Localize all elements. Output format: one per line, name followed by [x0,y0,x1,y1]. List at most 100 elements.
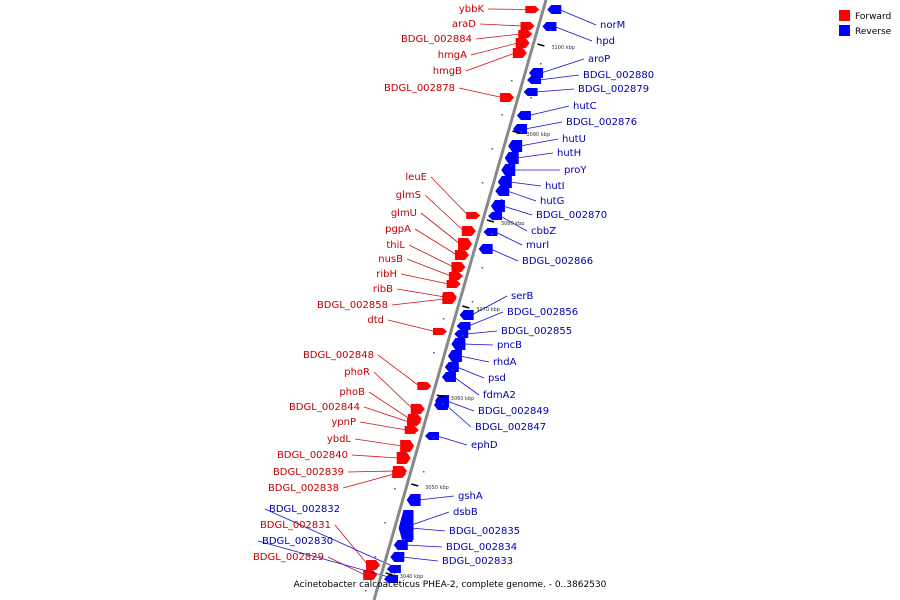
gene-block-bdgl-002870[interactable] [490,200,505,212]
gene-label-ribh[interactable]: ribH [376,269,397,280]
gene-block-bdgl-002856[interactable] [456,322,471,330]
gene-block-hpd[interactable] [542,22,557,31]
gene-label-arop[interactable]: aroP [588,54,610,65]
gene-block-hutc[interactable] [516,111,531,120]
gene-label-bdgl-002878[interactable]: BDGL_002878 [384,83,455,94]
gene-block-bdgl-002878[interactable] [500,93,515,102]
gene-label-norm[interactable]: norM [600,20,625,31]
gene-label-bdgl-002830[interactable]: BDGL_002830 [262,536,333,547]
gene-block-bdgl-002844[interactable] [407,418,422,426]
gene-block-muri[interactable] [483,228,498,236]
gene-label-hmgb[interactable]: hmgB [433,66,462,77]
gene-label-huti[interactable]: hutI [545,181,565,192]
gene-block-ybbk[interactable] [525,6,540,13]
gene-label-gsha[interactable]: gshA [458,491,483,502]
gene-label-bdgl-002848[interactable]: BDGL_002848 [303,350,374,361]
gene-block-hutg[interactable] [495,186,510,196]
gene-label-bdgl-002829[interactable]: BDGL_002829 [253,552,324,563]
gene-label-bdgl-002835[interactable]: BDGL_002835 [449,526,520,537]
gene-block-bdgl-002884[interactable] [518,30,533,38]
gene-label-rhda[interactable]: rhdA [493,357,517,368]
gene-label-glms[interactable]: glmS [396,190,421,201]
gene-block-bdgl-002840[interactable] [396,452,411,464]
gene-block-bdgl-002834[interactable] [393,540,408,550]
gene-block-ypnp[interactable] [404,426,419,434]
gene-label-ybdl[interactable]: ybdL [327,434,352,445]
gene-label-bdgl-002884[interactable]: BDGL_002884 [401,34,472,45]
gene-block-leue[interactable] [466,212,481,219]
gene-block-ephd[interactable] [425,432,440,440]
gene-block-norm[interactable] [547,5,562,14]
gene-block-hmgb[interactable] [512,48,527,58]
gene-block-bdgl-002847[interactable] [433,400,448,410]
gene-label-bdgl-002849[interactable]: BDGL_002849 [478,406,549,417]
gene-block-psd[interactable] [444,362,459,372]
gene-block-bdgl-002858[interactable] [442,294,457,304]
gene-block-bdgl-002831[interactable] [366,560,381,570]
gene-block-ybdl[interactable] [400,440,415,452]
gene-label-bdgl-002844[interactable]: BDGL_002844 [289,402,360,413]
gene-block-arad[interactable] [520,22,535,30]
gene-block-hutu[interactable] [508,140,523,152]
gene-label-thil[interactable]: thiL [386,240,405,251]
gene-block-bdgl-002855[interactable] [454,330,469,338]
gene-block-arop[interactable] [529,68,544,78]
gene-block-cbbz[interactable] [488,212,503,220]
gene-label-hutg[interactable]: hutG [540,196,564,207]
gene-label-proy[interactable]: proY [564,165,587,176]
gene-block-bdgl-002879[interactable] [523,88,538,96]
gene-block-bdgl-002835[interactable] [398,514,413,542]
gene-label-bdgl-002833[interactable]: BDGL_002833 [442,556,513,567]
gene-block-bdgl-002880[interactable] [527,76,542,84]
gene-block-serb[interactable] [459,310,474,320]
gene-block-bdgl-002833[interactable] [390,552,405,562]
gene-label-cbbz[interactable]: cbbZ [531,226,556,237]
gene-block-gsha[interactable] [406,494,421,506]
gene-label-bdgl-002866[interactable]: BDGL_002866 [522,256,593,267]
gene-block-proy[interactable] [501,164,516,176]
gene-label-ribb[interactable]: ribB [373,284,393,295]
gene-label-ephd[interactable]: ephD [471,440,498,451]
gene-block-thil[interactable] [451,262,466,272]
gene-label-bdgl-002831[interactable]: BDGL_002831 [260,520,331,531]
gene-label-ypnp[interactable]: ypnP [331,417,356,428]
gene-label-nusb[interactable]: nusB [378,254,403,265]
gene-label-hpd[interactable]: hpd [596,36,615,47]
gene-label-huth[interactable]: hutH [557,148,581,159]
gene-label-bdgl-002856[interactable]: BDGL_002856 [507,307,578,318]
gene-block-glmu[interactable] [458,238,473,250]
gene-block-pncb[interactable] [451,338,466,350]
gene-label-pncb[interactable]: pncB [497,340,522,351]
gene-label-psd[interactable]: psd [488,373,506,384]
gene-block-rhda[interactable] [447,350,462,362]
gene-label-leue[interactable]: leuE [405,172,427,183]
gene-label-hutc[interactable]: hutC [573,101,597,112]
gene-block-pgpa[interactable] [454,250,469,260]
gene-label-bdgl-002858[interactable]: BDGL_002858 [317,300,388,311]
gene-block-huti[interactable] [497,176,512,188]
gene-label-hmga[interactable]: hmgA [438,50,467,61]
gene-label-bdgl-002839[interactable]: BDGL_002839 [273,467,344,478]
gene-label-bdgl-002840[interactable]: BDGL_002840 [277,450,348,461]
gene-label-pgpa[interactable]: pgpA [385,224,411,235]
gene-label-ybbk[interactable]: ybbK [459,4,485,15]
gene-block-bdgl-002866[interactable] [478,244,493,254]
gene-block-phor[interactable] [410,404,425,414]
gene-label-bdgl-002834[interactable]: BDGL_002834 [446,542,517,553]
gene-label-muri[interactable]: murI [526,240,549,251]
gene-label-bdgl-002879[interactable]: BDGL_002879 [578,84,649,95]
gene-label-bdgl-002870[interactable]: BDGL_002870 [536,210,607,221]
gene-label-phob[interactable]: phoB [339,387,365,398]
gene-block-huth[interactable] [504,152,519,164]
gene-label-fdma2[interactable]: fdmA2 [483,390,516,401]
gene-label-hutu[interactable]: hutU [562,134,586,145]
gene-block-nusb[interactable] [448,272,463,280]
gene-label-serb[interactable]: serB [511,291,533,302]
gene-block-hmga[interactable] [515,38,530,48]
gene-label-dtd[interactable]: dtd [367,315,384,326]
gene-label-bdgl-002847[interactable]: BDGL_002847 [475,422,546,433]
gene-label-arad[interactable]: araD [452,19,476,30]
gene-label-bdgl-002838[interactable]: BDGL_002838 [268,483,339,494]
gene-label-bdgl-002880[interactable]: BDGL_002880 [583,70,654,81]
gene-label-glmu[interactable]: glmU [391,208,417,219]
